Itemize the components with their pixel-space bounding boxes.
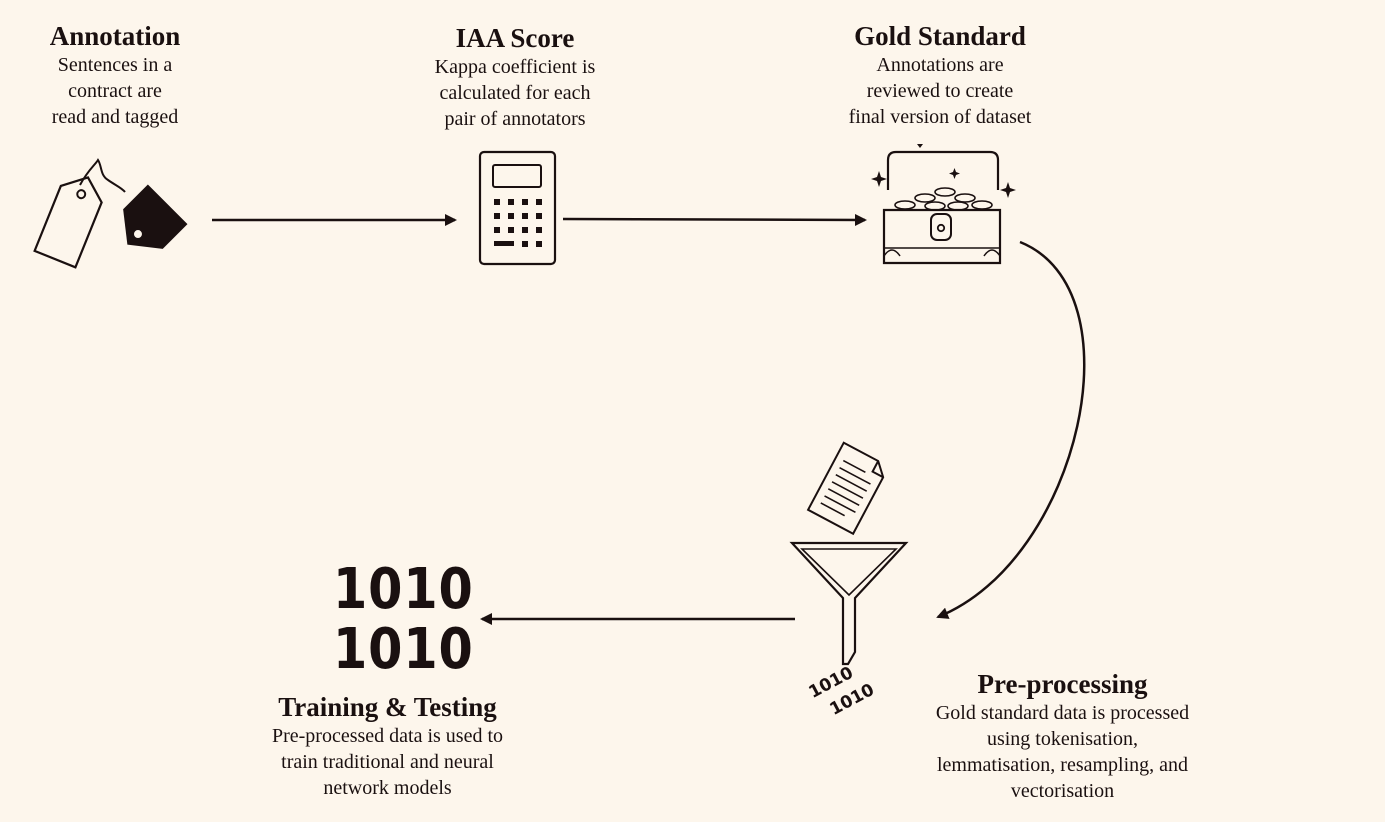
treasure-chest-icon (871, 144, 1016, 265)
gold-title: Gold Standard (854, 21, 1026, 51)
gold-desc: Annotations are reviewed to create final… (848, 54, 1032, 128)
training-title: Training & Testing (278, 692, 497, 722)
training-desc: Pre-processed data is used to train trad… (271, 725, 504, 799)
training-label: Training & Testing Pre-processed data is… (240, 691, 535, 801)
iaa-desc: Kappa coefficient is calculated for each… (434, 56, 596, 130)
calculator-icon (478, 150, 557, 266)
annotation-title: Annotation (49, 21, 181, 51)
arrow-iaa-to-gold (562, 213, 867, 226)
annotation-label: Annotation Sentences in a contract are r… (20, 20, 210, 130)
annotation-desc: Sentences in a contract are read and tag… (51, 54, 179, 128)
preprocessing-title: Pre-processing (977, 669, 1148, 699)
arrow-gold-to-preprocessing (936, 240, 1086, 619)
gold-label: Gold Standard Annotations are reviewed t… (820, 20, 1060, 130)
iaa-label: IAA Score Kappa coefficient is calculate… (400, 22, 630, 132)
preprocessing-label: Pre-processing Gold standard data is pro… (900, 668, 1225, 804)
document-icon (806, 441, 885, 536)
binary-icon-line-2: 1010 (333, 617, 474, 682)
tags-icon (33, 158, 188, 269)
preprocessing-desc: Gold standard data is processed using to… (935, 702, 1190, 802)
binary-icon-line-1: 1010 (333, 557, 474, 622)
iaa-title: IAA Score (455, 23, 575, 53)
funnel-icon (789, 541, 909, 666)
